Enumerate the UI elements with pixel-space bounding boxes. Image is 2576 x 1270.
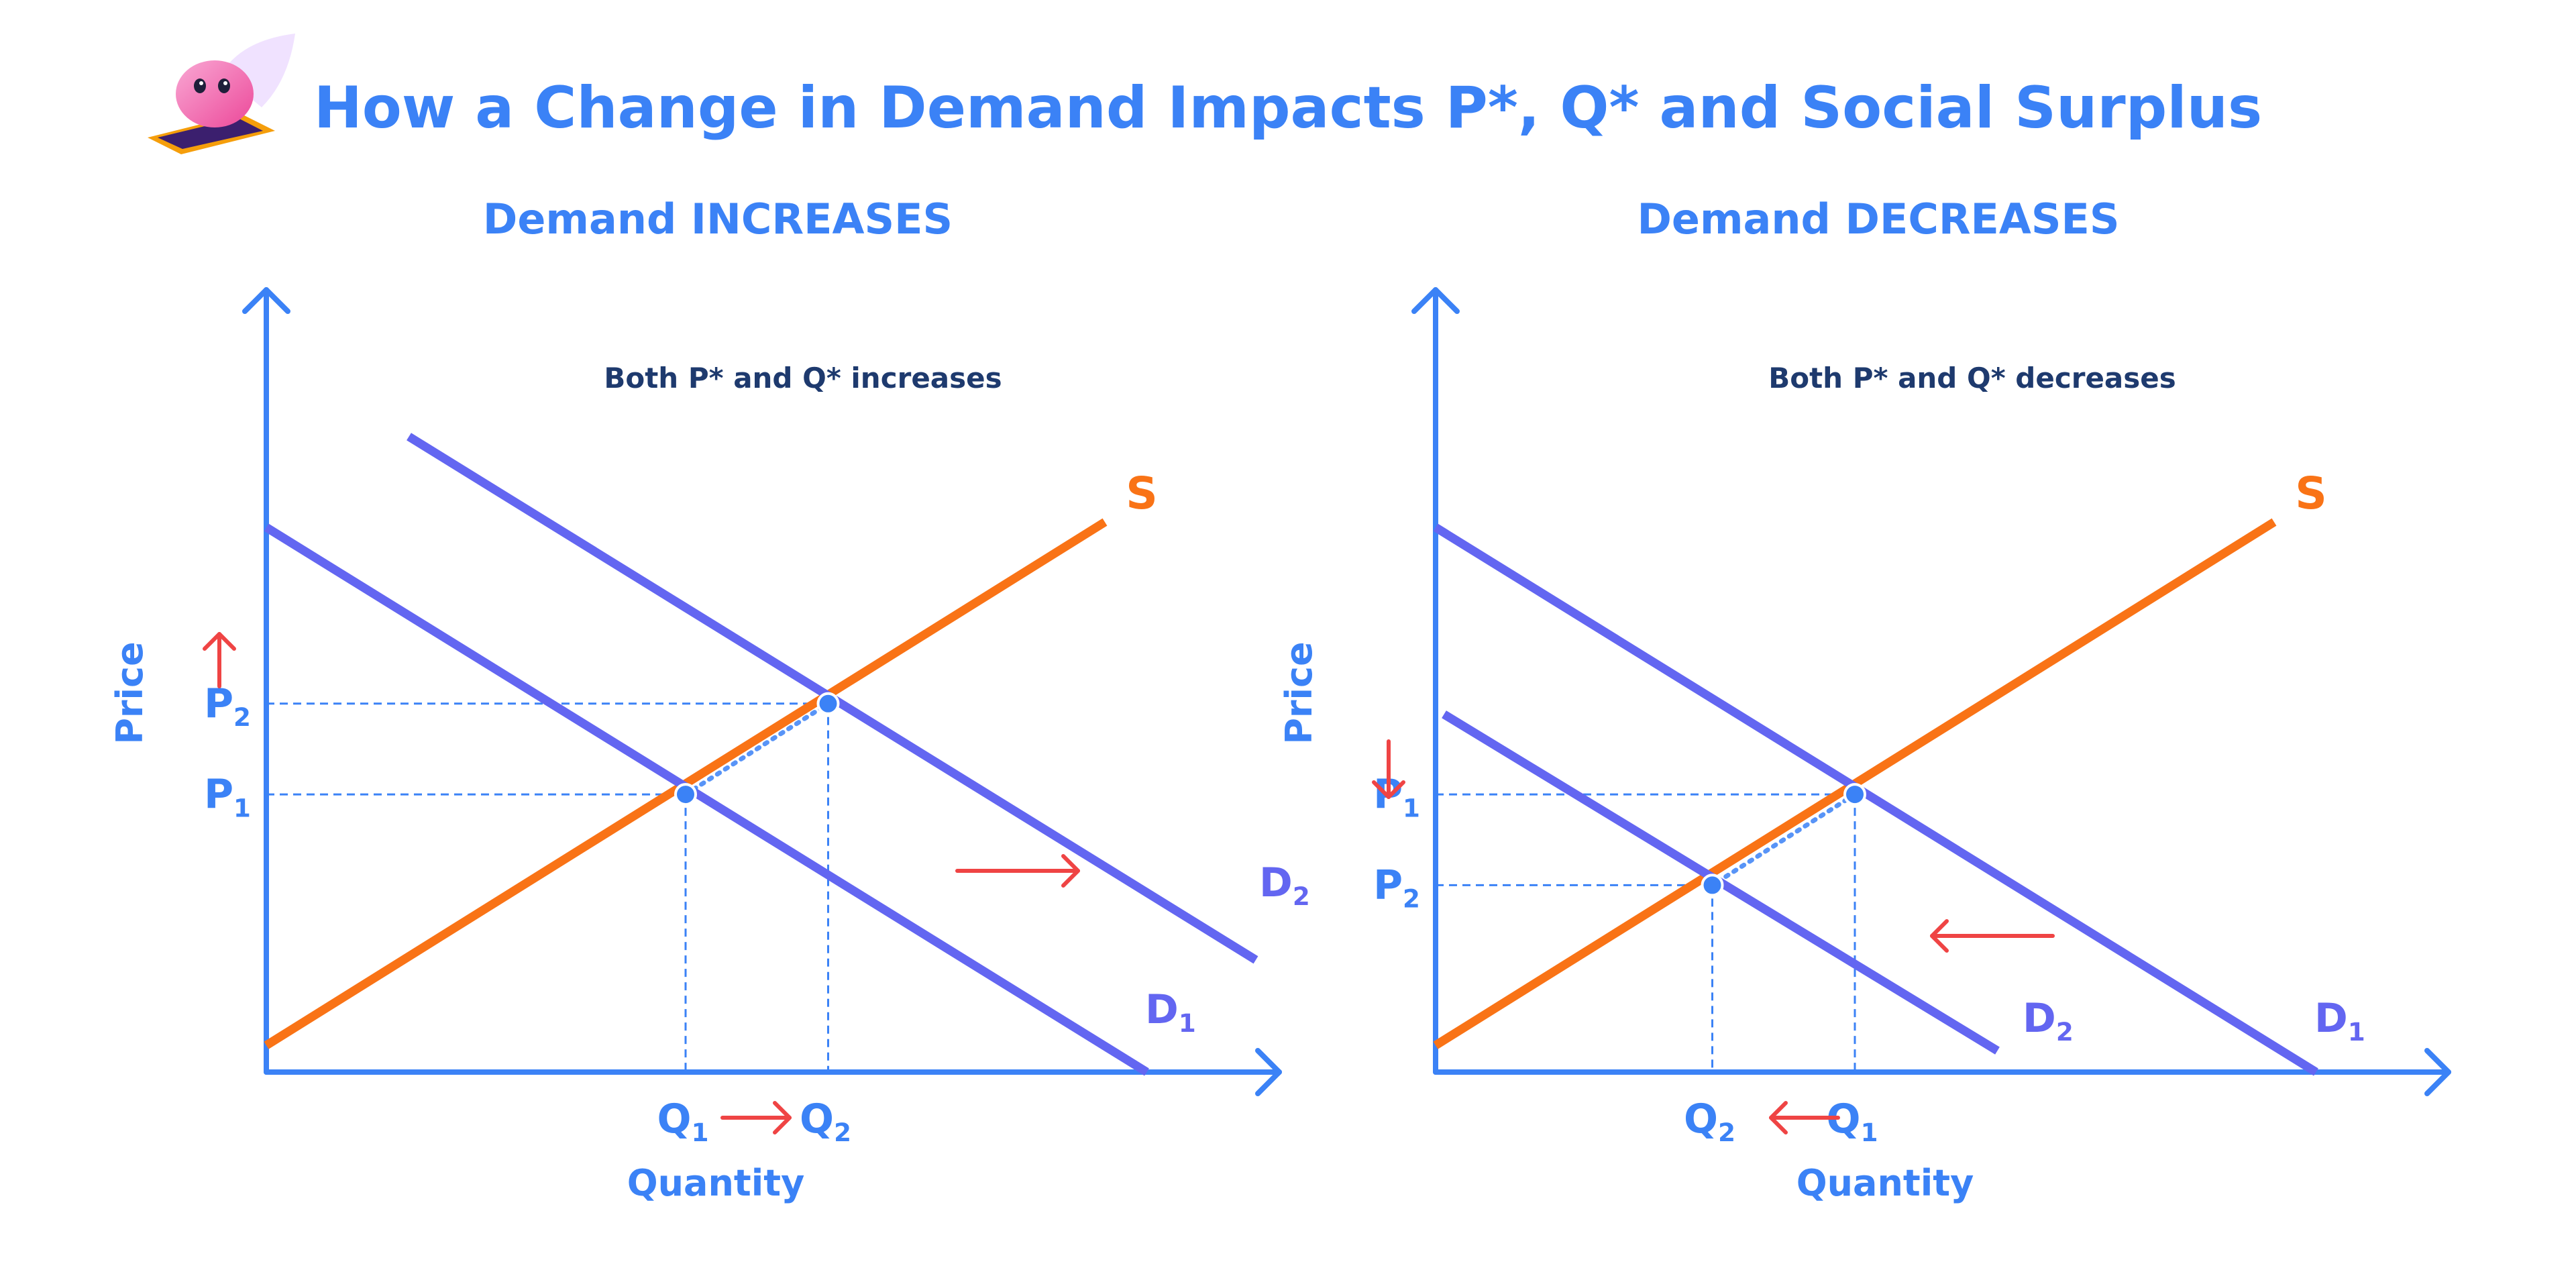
equilibrium-point xyxy=(1843,783,1866,806)
price-label: P1 xyxy=(1373,771,1420,823)
x-axis-label: Quantity xyxy=(627,1162,805,1204)
demand-curve-d1 xyxy=(1433,523,2318,1076)
demand-label-d1: D1 xyxy=(1145,986,1196,1038)
quantity-right-arrow-head xyxy=(773,1101,792,1134)
demand-curve-d1 xyxy=(264,523,1149,1076)
price-down-arrow-head xyxy=(1372,780,1405,799)
chart-demand-decreases: Demand DECREASES Price Quantity Both P* and… xyxy=(1278,195,2451,1204)
chart-title: Demand INCREASES xyxy=(483,195,953,244)
price-up-arrow-head xyxy=(203,632,236,651)
quantity-label: Q2 xyxy=(1684,1096,1735,1147)
quantity-label: Q2 xyxy=(800,1096,851,1147)
demand-label-d2: D2 xyxy=(1259,859,1310,911)
y-axis-arrow xyxy=(242,287,290,314)
page-title: How a Change in Demand Impacts P*, Q* an… xyxy=(314,74,2262,142)
magic-carpet-mascot-icon xyxy=(148,34,295,154)
x-axis-arrow xyxy=(1255,1048,1282,1096)
y-axis-label: Price xyxy=(1278,641,1320,744)
price-label: P2 xyxy=(1373,861,1420,913)
surplus-shift-segment xyxy=(683,701,830,797)
equilibrium-point xyxy=(1701,874,1724,897)
demand-shift-right-arrow-head xyxy=(1061,854,1080,888)
x-axis-label: Quantity xyxy=(1796,1162,1974,1204)
quantity-label: Q1 xyxy=(657,1096,709,1147)
price-label: P1 xyxy=(204,771,251,823)
quantity-label: Q1 xyxy=(1827,1096,1878,1147)
y-axis-label: Price xyxy=(109,641,151,744)
x-axis-arrow xyxy=(2424,1048,2451,1096)
equilibrium-point xyxy=(674,783,697,806)
annotation: Both P* and Q* increases xyxy=(604,362,1002,394)
surplus-shift-segment xyxy=(1710,792,1858,888)
y-axis-arrow xyxy=(1411,287,1460,314)
chart-title: Demand DECREASES xyxy=(1637,195,2119,244)
equilibrium-point xyxy=(816,692,840,715)
annotation: Both P* and Q* decreases xyxy=(1768,362,2176,394)
supply-label: S xyxy=(1126,468,1158,519)
demand-label-d1: D1 xyxy=(2314,995,2365,1047)
quantity-left-arrow-head xyxy=(1769,1101,1788,1134)
supply-label: S xyxy=(2295,468,2327,519)
demand-label-d2: D2 xyxy=(2023,995,2074,1047)
chart-demand-increases: Demand INCREASES Price Quantity Both P* and… xyxy=(109,195,1310,1204)
demand-shift-left-arrow-head xyxy=(1930,919,1949,953)
price-label: P2 xyxy=(204,680,251,732)
